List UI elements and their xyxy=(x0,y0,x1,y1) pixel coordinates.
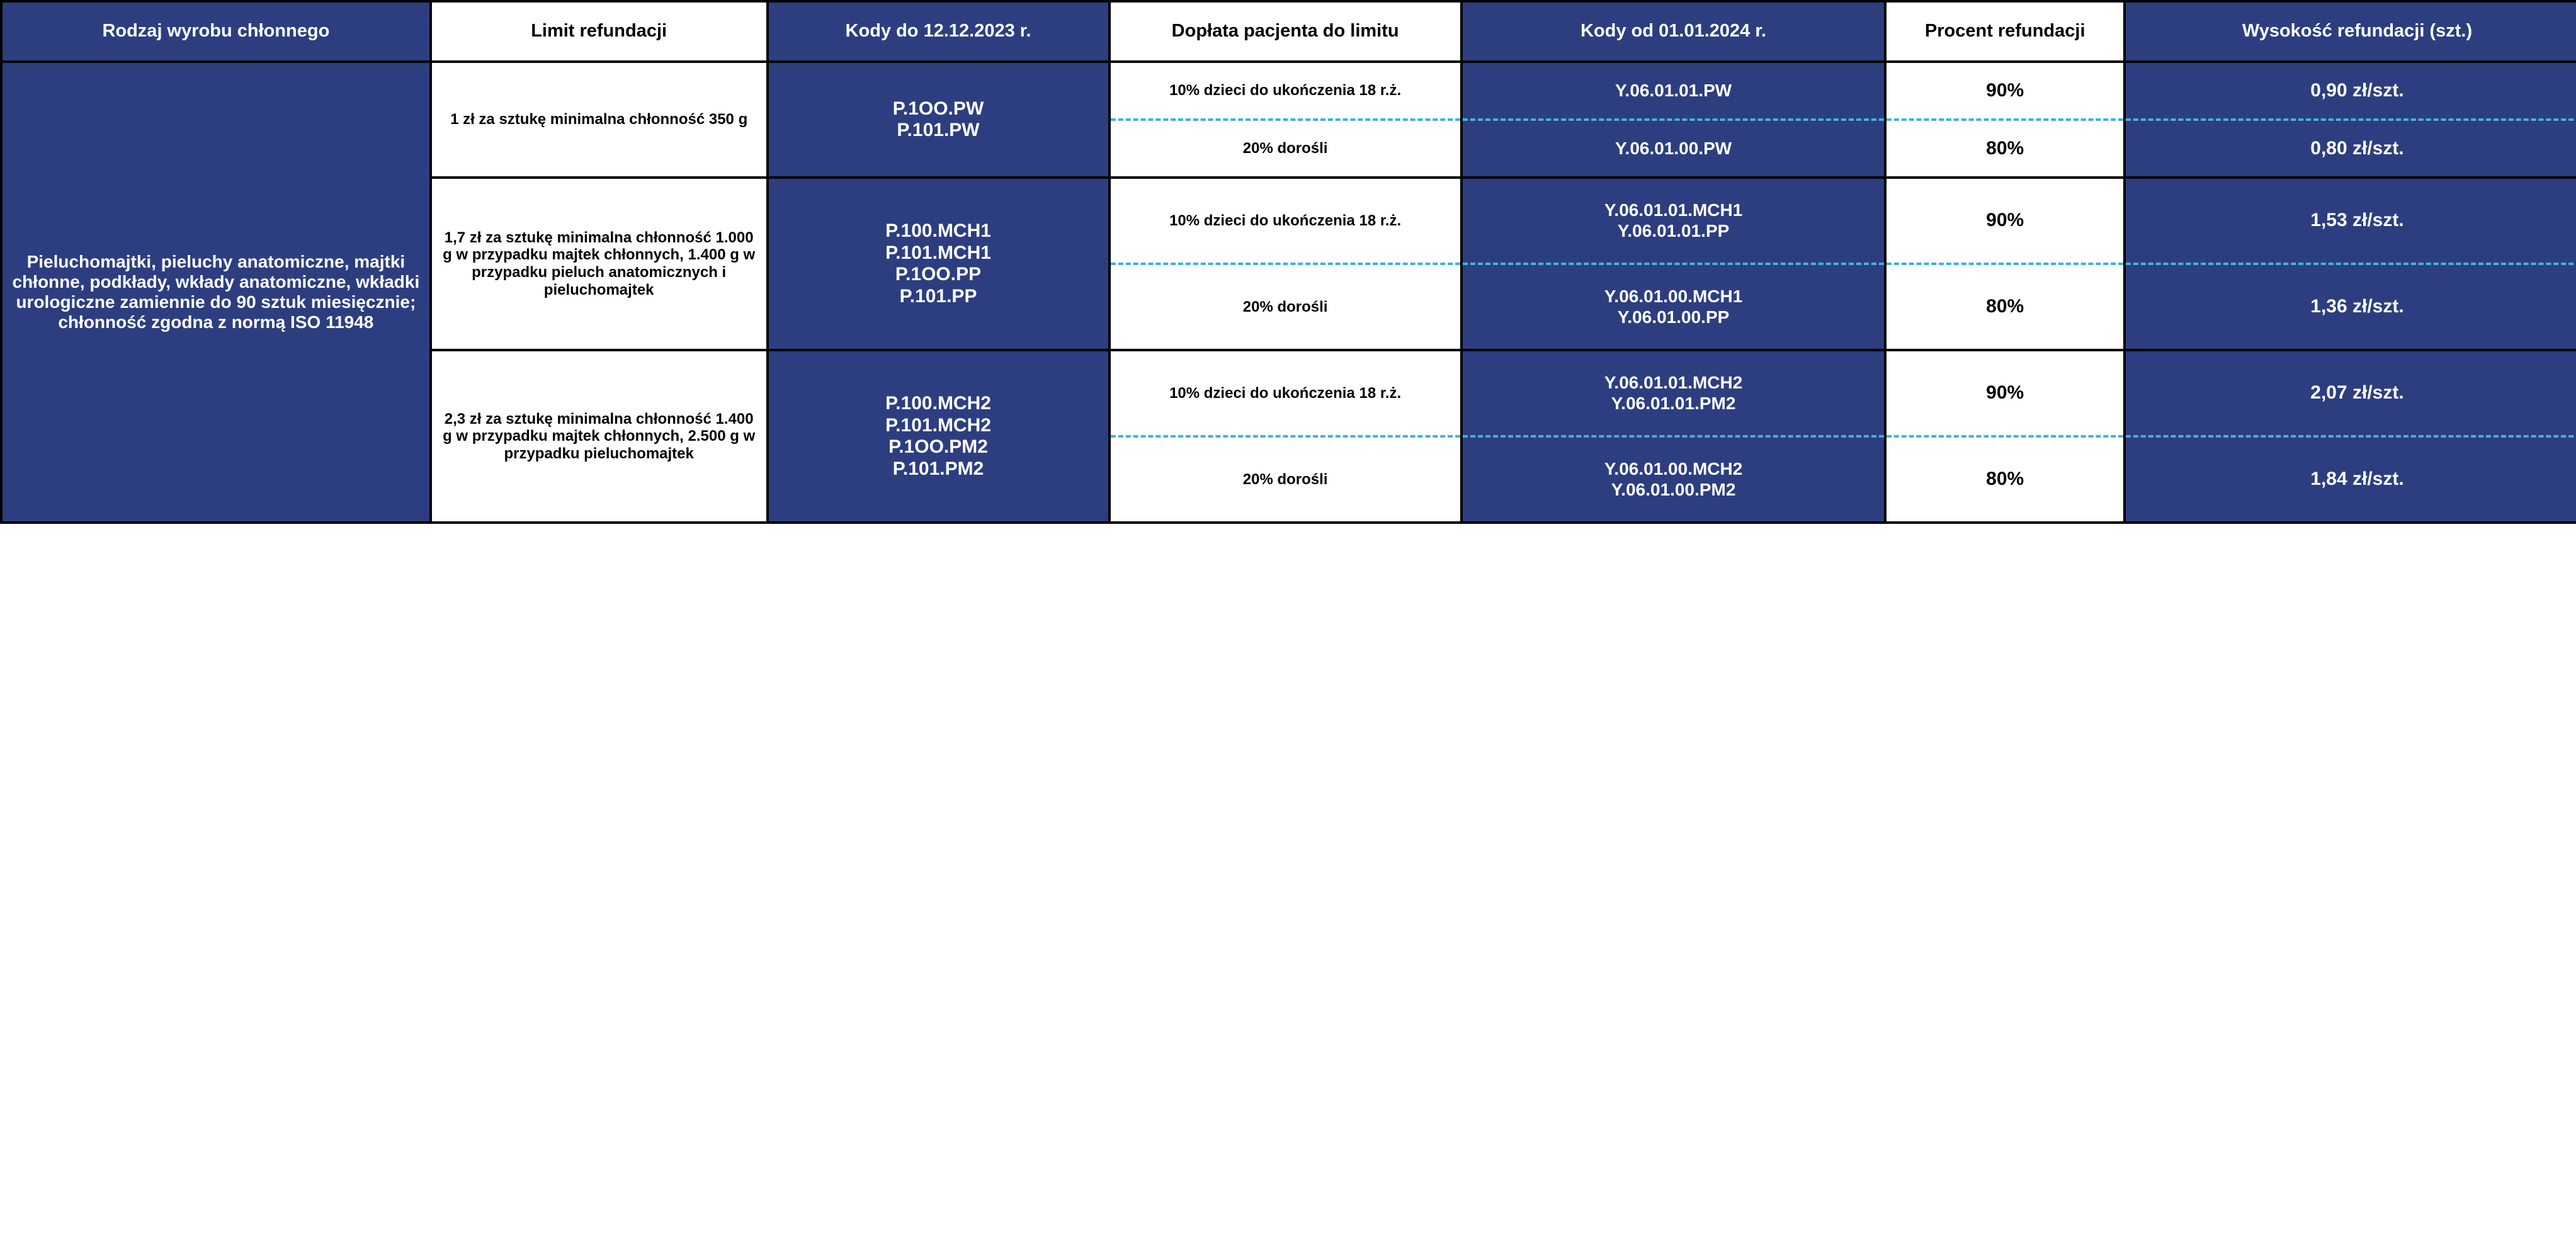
col-header-doplata: Dopłata pacjenta do limitu xyxy=(1111,3,1460,60)
procent-g3: 90% 80% xyxy=(1887,351,2123,521)
codes-new-g1-r2: Y.06.01.00.PW xyxy=(1463,118,1885,176)
product-name: Pieluchomajtki, pieluchy anatomiczne, ma… xyxy=(3,63,429,521)
codes-new-g2-r2: Y.06.01.00.MCH1Y.06.01.00.PP xyxy=(1463,263,1885,349)
procent-g2-r2: 80% xyxy=(1887,263,2123,349)
wysokosc-g1-r1: 0,90 zł/szt. xyxy=(2126,63,2576,118)
doplata-g1-r2: 20% dorośli xyxy=(1111,118,1460,176)
doplata-g2-r1: 10% dzieci do ukończenia 18 r.ż. xyxy=(1111,179,1460,263)
procent-g1-r1: 90% xyxy=(1887,63,2123,118)
procent-g3-r1: 90% xyxy=(1887,351,2123,435)
doplata-g3-r1: 10% dzieci do ukończenia 18 r.ż. xyxy=(1111,351,1460,435)
codes-new-g3-r1: Y.06.01.01.MCH2Y.06.01.01.PM2 xyxy=(1463,351,1885,435)
wysokosc-g3-r2: 1,84 zł/szt. xyxy=(2126,435,2576,521)
col-header-procent: Procent refundacji xyxy=(1887,3,2123,60)
doplata-g3: 10% dzieci do ukończenia 18 r.ż. 20% dor… xyxy=(1111,351,1460,521)
codes-old-g1: P.1OO.PWP.101.PW xyxy=(769,63,1108,176)
procent-g3-r2: 80% xyxy=(1887,435,2123,521)
wysokosc-g3-r1: 2,07 zł/szt. xyxy=(2126,351,2576,435)
wysokosc-g1-r2: 0,80 zł/szt. xyxy=(2126,118,2576,176)
doplata-g2-r2: 20% dorośli xyxy=(1111,263,1460,349)
codes-new-g2: Y.06.01.01.MCH1Y.06.01.01.PP Y.06.01.00.… xyxy=(1463,179,1885,349)
procent-g1-r2: 80% xyxy=(1887,118,2123,176)
refund-table: Rodzaj wyrobu chłonnego Limit refundacji… xyxy=(0,0,2576,524)
wysokosc-g1: 0,90 zł/szt. 0,80 zł/szt. xyxy=(2126,63,2576,176)
col-header-codes-new: Kody od 01.01.2024 r. xyxy=(1463,3,1885,60)
codes-new-g1: Y.06.01.01.PW Y.06.01.00.PW xyxy=(1463,63,1885,176)
codes-new-g1-r1: Y.06.01.01.PW xyxy=(1463,63,1885,118)
col-header-codes-old: Kody do 12.12.2023 r. xyxy=(769,3,1108,60)
procent-g2: 90% 80% xyxy=(1887,179,2123,349)
limit-g3: 2,3 zł za sztukę minimalna chłonność 1.4… xyxy=(432,351,766,521)
wysokosc-g2-r2: 1,36 zł/szt. xyxy=(2126,263,2576,349)
codes-old-g3: P.100.MCH2P.101.MCH2P.1OO.PM2P.101.PM2 xyxy=(769,351,1108,521)
procent-g2-r1: 90% xyxy=(1887,179,2123,263)
codes-old-g2: P.100.MCH1P.101.MCH1P.1OO.PPP.101.PP xyxy=(769,179,1108,349)
doplata-g1: 10% dzieci do ukończenia 18 r.ż. 20% dor… xyxy=(1111,63,1460,176)
col-header-limit: Limit refundacji xyxy=(432,3,766,60)
codes-new-g3-r2: Y.06.01.00.MCH2Y.06.01.00.PM2 xyxy=(1463,435,1885,521)
col-header-product: Rodzaj wyrobu chłonnego xyxy=(3,3,429,60)
wysokosc-g3: 2,07 zł/szt. 1,84 zł/szt. xyxy=(2126,351,2576,521)
codes-new-g2-r1: Y.06.01.01.MCH1Y.06.01.01.PP xyxy=(1463,179,1885,263)
doplata-g3-r2: 20% dorośli xyxy=(1111,435,1460,521)
wysokosc-g2: 1,53 zł/szt. 1,36 zł/szt. xyxy=(2126,179,2576,349)
doplata-g1-r1: 10% dzieci do ukończenia 18 r.ż. xyxy=(1111,63,1460,118)
limit-g1: 1 zł za sztukę minimalna chłonność 350 g xyxy=(432,63,766,176)
procent-g1: 90% 80% xyxy=(1887,63,2123,176)
codes-new-g3: Y.06.01.01.MCH2Y.06.01.01.PM2 Y.06.01.00… xyxy=(1463,351,1885,521)
limit-g2: 1,7 zł za sztukę minimalna chłonność 1.0… xyxy=(432,179,766,349)
wysokosc-g2-r1: 1,53 zł/szt. xyxy=(2126,179,2576,263)
doplata-g2: 10% dzieci do ukończenia 18 r.ż. 20% dor… xyxy=(1111,179,1460,349)
col-header-wysokosc: Wysokość refundacji (szt.) xyxy=(2126,3,2576,60)
